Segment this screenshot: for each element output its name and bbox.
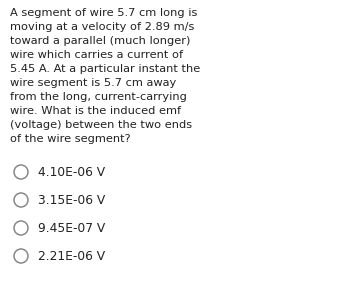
Circle shape: [14, 165, 28, 179]
Circle shape: [14, 221, 28, 235]
Circle shape: [14, 193, 28, 207]
Text: 9.45E-07 V: 9.45E-07 V: [38, 222, 105, 234]
Text: 2.21E-06 V: 2.21E-06 V: [38, 250, 105, 263]
Text: A segment of wire 5.7 cm long is
moving at a velocity of 2.89 m/s
toward a paral: A segment of wire 5.7 cm long is moving …: [10, 8, 200, 144]
Circle shape: [14, 249, 28, 263]
Text: 3.15E-06 V: 3.15E-06 V: [38, 193, 105, 207]
Text: 4.10E-06 V: 4.10E-06 V: [38, 166, 105, 178]
